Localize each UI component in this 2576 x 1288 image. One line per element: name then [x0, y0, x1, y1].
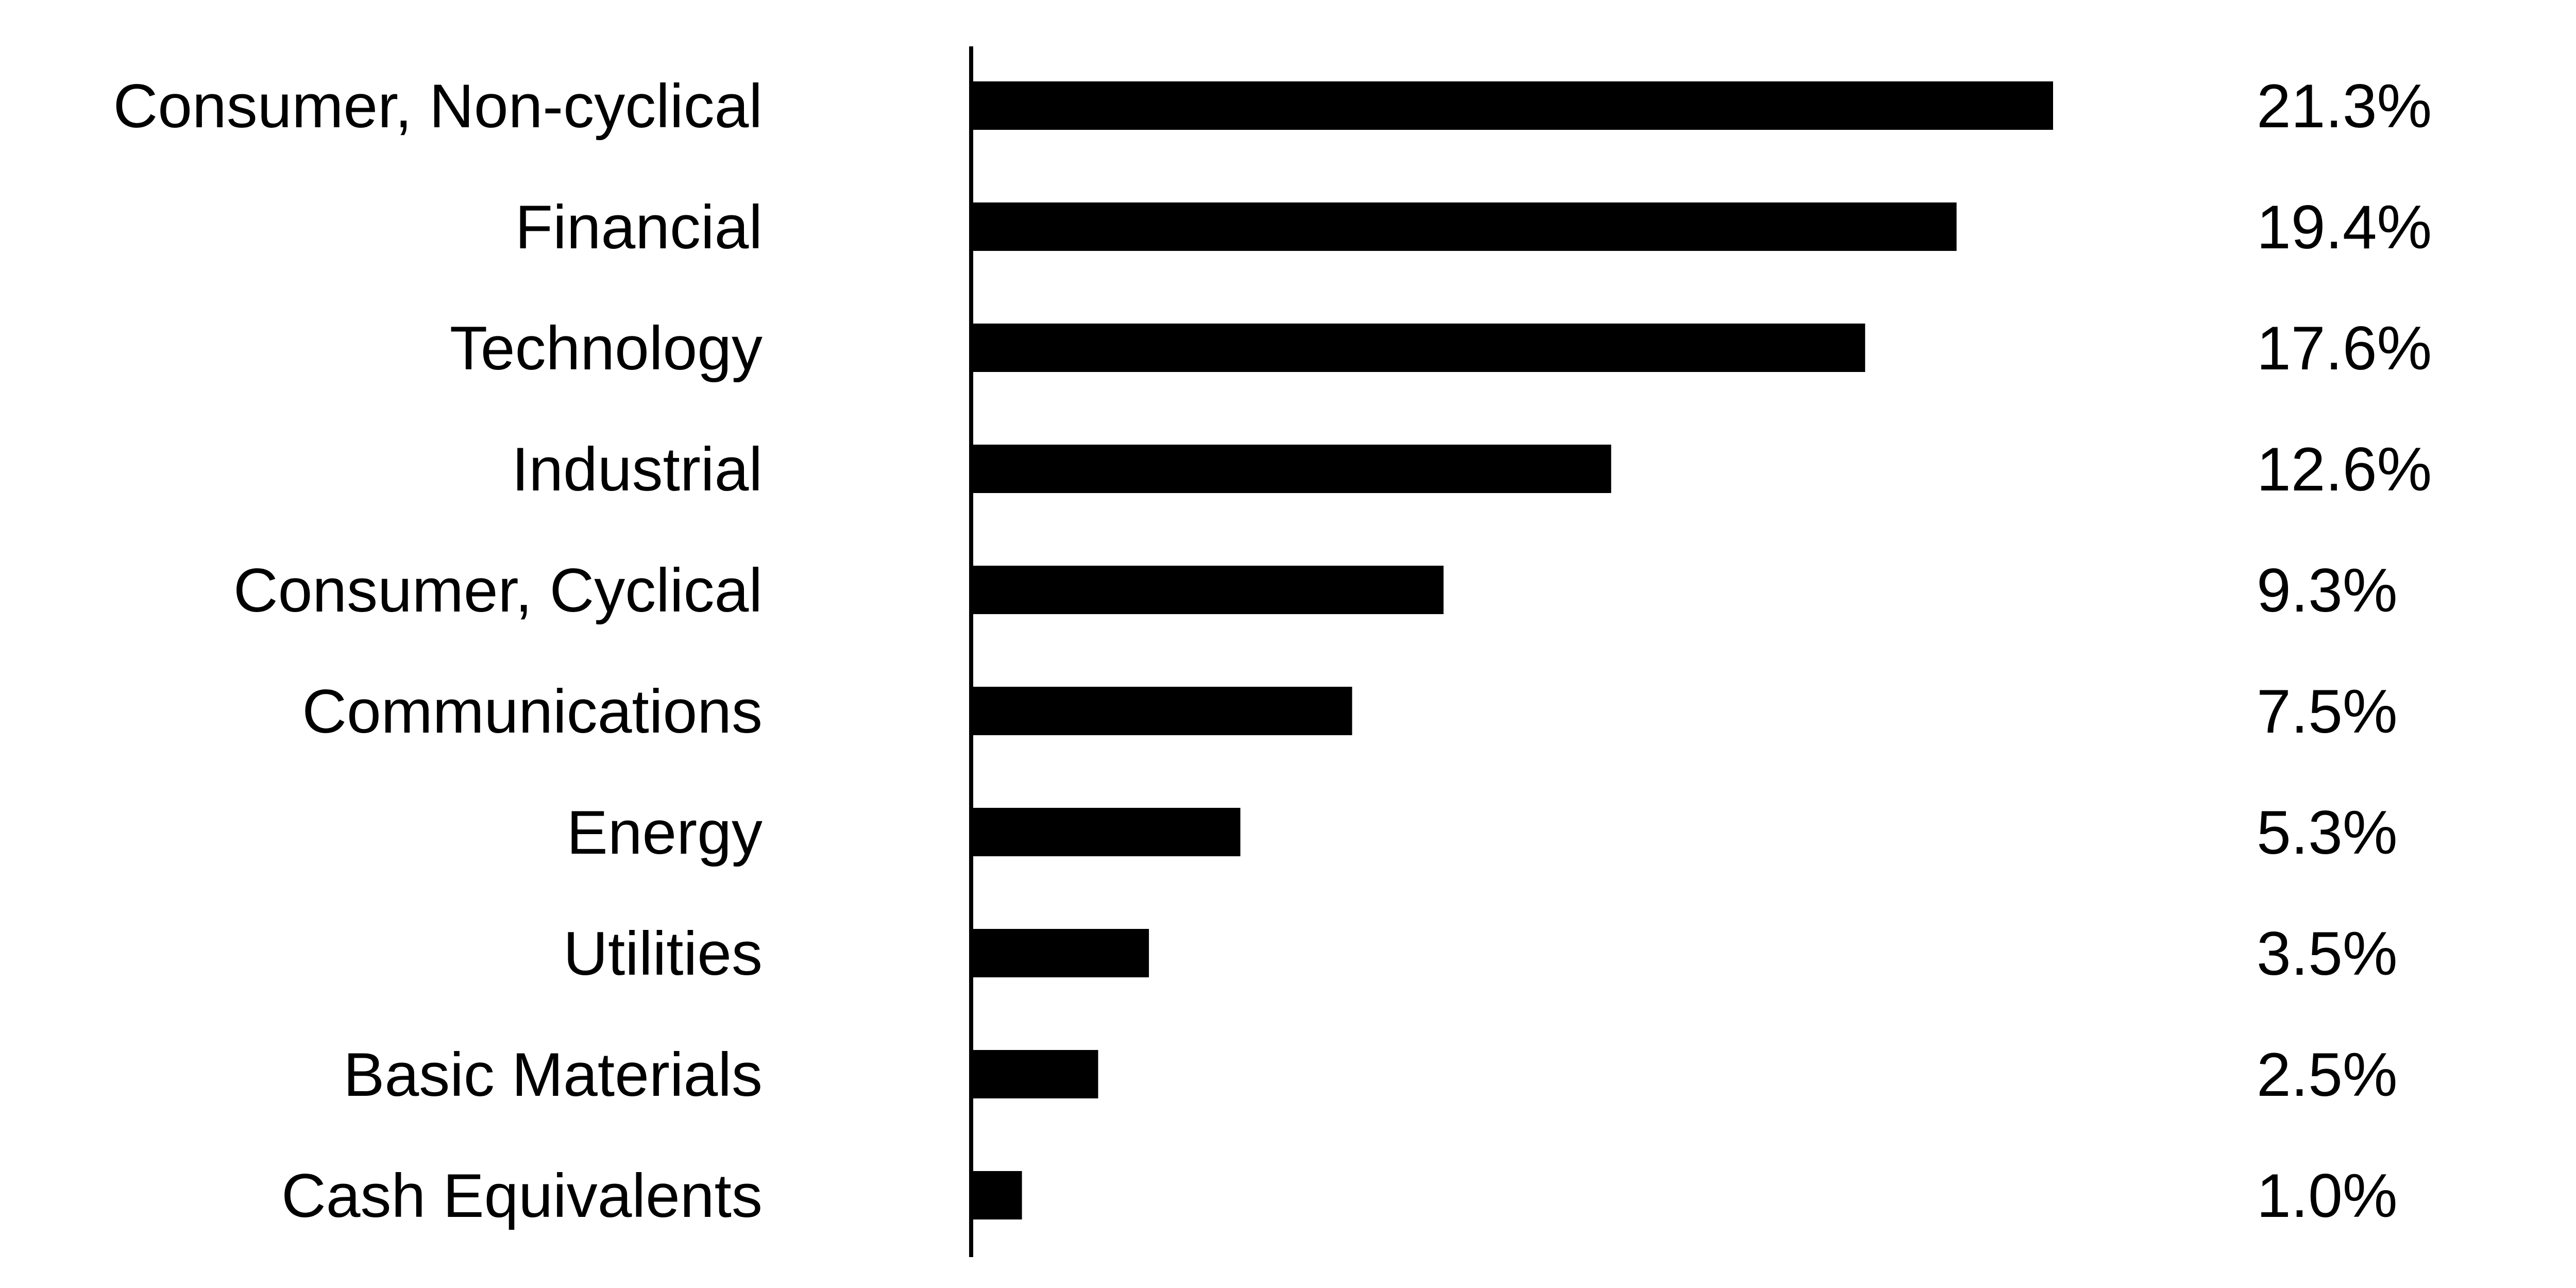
- bars-layer: [971, 81, 2053, 1219]
- value-label: 12.6%: [2257, 435, 2432, 504]
- category-labels: Consumer, Non-cyclical Financial Technolog…: [113, 72, 762, 1230]
- value-label: 3.5%: [2257, 919, 2398, 988]
- value-label: 17.6%: [2257, 314, 2432, 383]
- bar: [971, 1171, 1022, 1219]
- category-label: Basic Materials: [343, 1040, 762, 1109]
- category-label: Utilities: [563, 919, 762, 988]
- category-label: Financial: [515, 193, 762, 262]
- value-label: 19.4%: [2257, 193, 2432, 262]
- bar: [971, 445, 1612, 493]
- value-label: 21.3%: [2257, 72, 2432, 141]
- bar: [971, 929, 1149, 977]
- bar: [971, 1050, 1098, 1098]
- category-label: Communications: [302, 677, 762, 746]
- value-label: 5.3%: [2257, 798, 2398, 867]
- value-labels: 21.3% 19.4% 17.6% 12.6% 9.3% 7.5% 5.3% 3.5% 2.5%…: [2257, 72, 2432, 1230]
- bar: [971, 81, 2053, 130]
- category-label: Cash Equivalents: [281, 1161, 762, 1230]
- value-label: 2.5%: [2257, 1040, 2398, 1109]
- bar: [971, 324, 1866, 372]
- bar: [971, 202, 1957, 251]
- bar: [971, 566, 1444, 614]
- category-label: Technology: [450, 314, 762, 383]
- category-label: Consumer, Cyclical: [233, 556, 762, 625]
- category-label: Industrial: [512, 435, 762, 504]
- bar: [971, 687, 1352, 735]
- category-label: Consumer, Non-cyclical: [113, 72, 762, 141]
- category-label: Energy: [567, 798, 762, 867]
- value-label: 1.0%: [2257, 1161, 2398, 1230]
- bar: [971, 808, 1241, 856]
- value-label: 7.5%: [2257, 677, 2398, 746]
- value-label: 9.3%: [2257, 556, 2398, 625]
